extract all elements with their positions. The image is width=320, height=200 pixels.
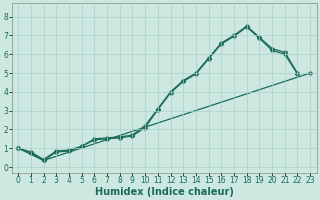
X-axis label: Humidex (Indice chaleur): Humidex (Indice chaleur) <box>95 187 234 197</box>
